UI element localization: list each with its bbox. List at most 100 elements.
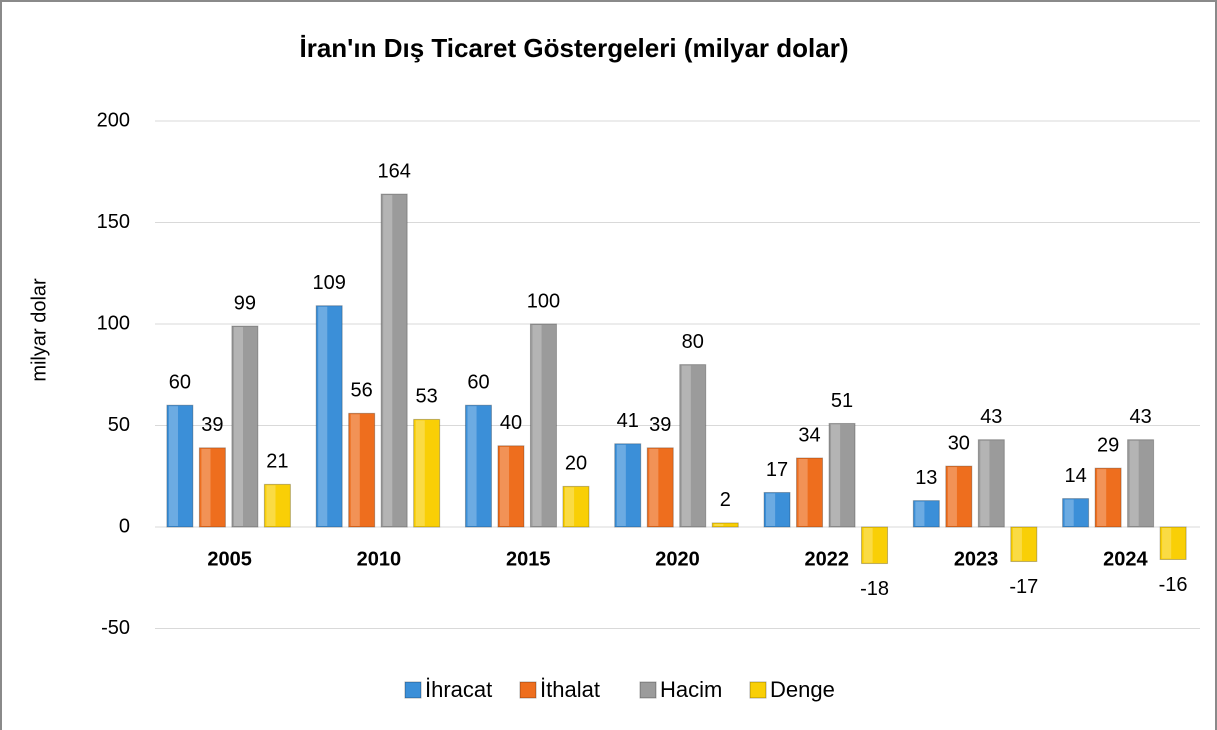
data-label: 13 [915, 467, 937, 489]
bar-highlight [915, 501, 925, 526]
data-label: 60 [467, 371, 489, 393]
bar [1062, 498, 1090, 528]
bar [977, 439, 1005, 528]
bar [1127, 439, 1155, 528]
data-label: -17 [1009, 576, 1038, 598]
data-label: 109 [312, 272, 345, 294]
bar [828, 422, 856, 528]
bar-highlight [467, 406, 477, 526]
x-tick-label: 2022 [805, 548, 850, 570]
x-tick-label: 2010 [357, 548, 402, 570]
bar-highlight [649, 448, 659, 526]
data-label: 39 [201, 414, 223, 436]
data-label: 56 [351, 380, 373, 402]
x-tick-label: 2020 [655, 548, 700, 570]
bar-highlight [318, 306, 328, 526]
bar [263, 483, 291, 528]
data-label: -18 [860, 578, 889, 600]
bar-highlight [1097, 469, 1107, 526]
x-tick-label: 2023 [954, 548, 999, 570]
legend-label: Hacim [660, 677, 722, 702]
bar-highlight [1162, 528, 1172, 559]
bar [231, 325, 259, 528]
data-label: -16 [1159, 574, 1188, 596]
bar-highlight [168, 406, 178, 526]
bar [315, 305, 343, 528]
data-label: 39 [649, 414, 671, 436]
x-tick-label: 2005 [207, 548, 252, 570]
bar-highlight [201, 448, 211, 526]
bar-highlight [1064, 499, 1074, 526]
bar [198, 447, 226, 528]
data-label: 34 [798, 424, 820, 446]
chart-title: İran'ın Dış Ticaret Göstergeleri (milyar… [300, 33, 849, 63]
y-tick-label: 0 [119, 515, 130, 537]
data-label: 80 [682, 331, 704, 353]
bar-highlight [616, 444, 626, 526]
bar [529, 323, 557, 528]
bar-highlight [383, 195, 393, 526]
bar [562, 485, 590, 528]
bar [497, 445, 525, 528]
y-tick-label: -50 [101, 617, 130, 639]
bar-highlight [714, 523, 724, 526]
y-tick-label: 150 [97, 211, 130, 233]
legend-swatch [639, 681, 657, 699]
bar-highlight [831, 424, 841, 526]
data-label: 40 [500, 412, 522, 434]
bar-highlight [1129, 440, 1139, 526]
bar [413, 418, 441, 528]
data-label: 100 [527, 290, 560, 312]
bar [912, 500, 940, 528]
bar [763, 491, 791, 528]
bar-highlight [1012, 528, 1022, 561]
legend-swatch [749, 681, 767, 699]
data-label: 164 [377, 160, 410, 182]
bar [861, 526, 889, 565]
bar-highlight [681, 365, 691, 526]
bar-highlight [766, 493, 776, 526]
data-label: 51 [831, 390, 853, 412]
data-label: 60 [169, 371, 191, 393]
bar-highlight [233, 327, 243, 526]
y-tick-label: 100 [97, 312, 130, 334]
bar-highlight [266, 485, 276, 526]
legend-label: İhracat [425, 677, 492, 702]
bar-highlight [564, 487, 575, 526]
bar [1010, 526, 1038, 563]
data-label: 29 [1097, 434, 1119, 456]
data-label: 14 [1064, 465, 1086, 487]
bar [945, 465, 973, 528]
legend-swatch [519, 681, 537, 699]
y-axis-label: milyar dolar [28, 278, 50, 382]
data-label: 43 [1129, 406, 1151, 428]
x-tick-label: 2015 [506, 548, 551, 570]
data-label: 53 [416, 386, 438, 408]
data-label: 21 [266, 451, 288, 473]
bar-highlight [980, 440, 990, 526]
bar [711, 522, 739, 528]
x-tick-label: 2024 [1103, 548, 1148, 570]
bar [166, 404, 194, 528]
bar [348, 412, 376, 528]
data-label: 17 [766, 459, 788, 481]
bar-highlight [350, 414, 360, 526]
data-label: 30 [948, 432, 970, 454]
bar [464, 404, 492, 528]
bar [679, 364, 707, 528]
bar-highlight [863, 528, 873, 563]
y-tick-label: 200 [97, 109, 130, 131]
legend-label: Denge [770, 677, 835, 702]
bar-highlight [947, 467, 957, 526]
bar [796, 457, 824, 528]
data-label: 41 [617, 410, 639, 432]
legend-swatch [404, 681, 422, 699]
data-label: 20 [565, 453, 587, 475]
data-label: 43 [980, 406, 1002, 428]
y-tick-label: 50 [108, 414, 130, 436]
legend-label: İthalat [540, 677, 600, 702]
bar [614, 443, 642, 528]
data-label: 99 [234, 292, 256, 314]
